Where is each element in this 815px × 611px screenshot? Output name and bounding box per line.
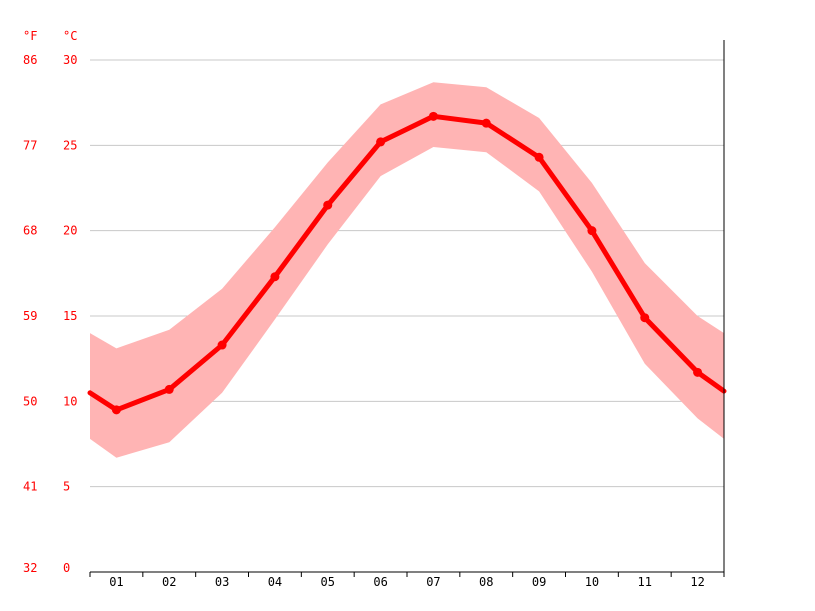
x-tick-label: 11	[638, 575, 652, 589]
data-point	[376, 137, 386, 147]
data-point	[164, 384, 174, 394]
x-tick-label: 06	[373, 575, 387, 589]
x-tick-label: 04	[268, 575, 282, 589]
temperature-line	[87, 113, 727, 413]
fahrenheit-tick-label: 77	[23, 138, 37, 152]
celsius-tick-label: 0	[63, 561, 70, 575]
x-tick-label: 12	[690, 575, 704, 589]
x-tick-label: 01	[109, 575, 123, 589]
celsius-tick-label: 5	[63, 480, 70, 494]
celsius-tick-label: 10	[63, 394, 77, 408]
fahrenheit-tick-label: 86	[23, 53, 37, 67]
celsius-unit-label: °C	[63, 29, 77, 43]
celsius-tick-label: 15	[63, 309, 77, 323]
data-point	[481, 118, 491, 128]
data-point	[534, 152, 544, 162]
data-point	[270, 272, 280, 282]
fahrenheit-tick-label: 32	[23, 561, 37, 575]
x-tick-label: 10	[585, 575, 599, 589]
data-point	[587, 226, 597, 236]
data-points	[111, 111, 703, 415]
fahrenheit-unit-label: °F	[23, 29, 37, 43]
x-tick-label: 02	[162, 575, 176, 589]
celsius-tick-label: 20	[63, 224, 77, 238]
data-point	[640, 313, 650, 323]
y-axis-tick-labels: 86 30 77 25 68 20 59 15 50 10 41 5 32 0	[23, 53, 77, 575]
data-point	[428, 111, 438, 121]
x-tick-label: 03	[215, 575, 229, 589]
fahrenheit-tick-label: 68	[23, 224, 37, 238]
celsius-tick-label: 30	[63, 53, 77, 67]
fahrenheit-tick-label: 41	[23, 480, 37, 494]
fahrenheit-tick-label: 59	[23, 309, 37, 323]
x-tick-label: 09	[532, 575, 546, 589]
celsius-tick-label: 25	[63, 138, 77, 152]
data-point	[217, 340, 227, 350]
x-axis-ticks: 01 02 03 04 05 06 07 08 09 10 11 12	[89, 572, 725, 589]
data-point	[111, 405, 121, 415]
data-point	[693, 367, 703, 377]
data-point	[323, 200, 333, 210]
fahrenheit-tick-label: 50	[23, 394, 37, 408]
x-tick-label: 08	[479, 575, 493, 589]
temperature-range-band	[90, 82, 724, 458]
x-tick-label: 07	[426, 575, 440, 589]
x-tick-label: 05	[321, 575, 335, 589]
